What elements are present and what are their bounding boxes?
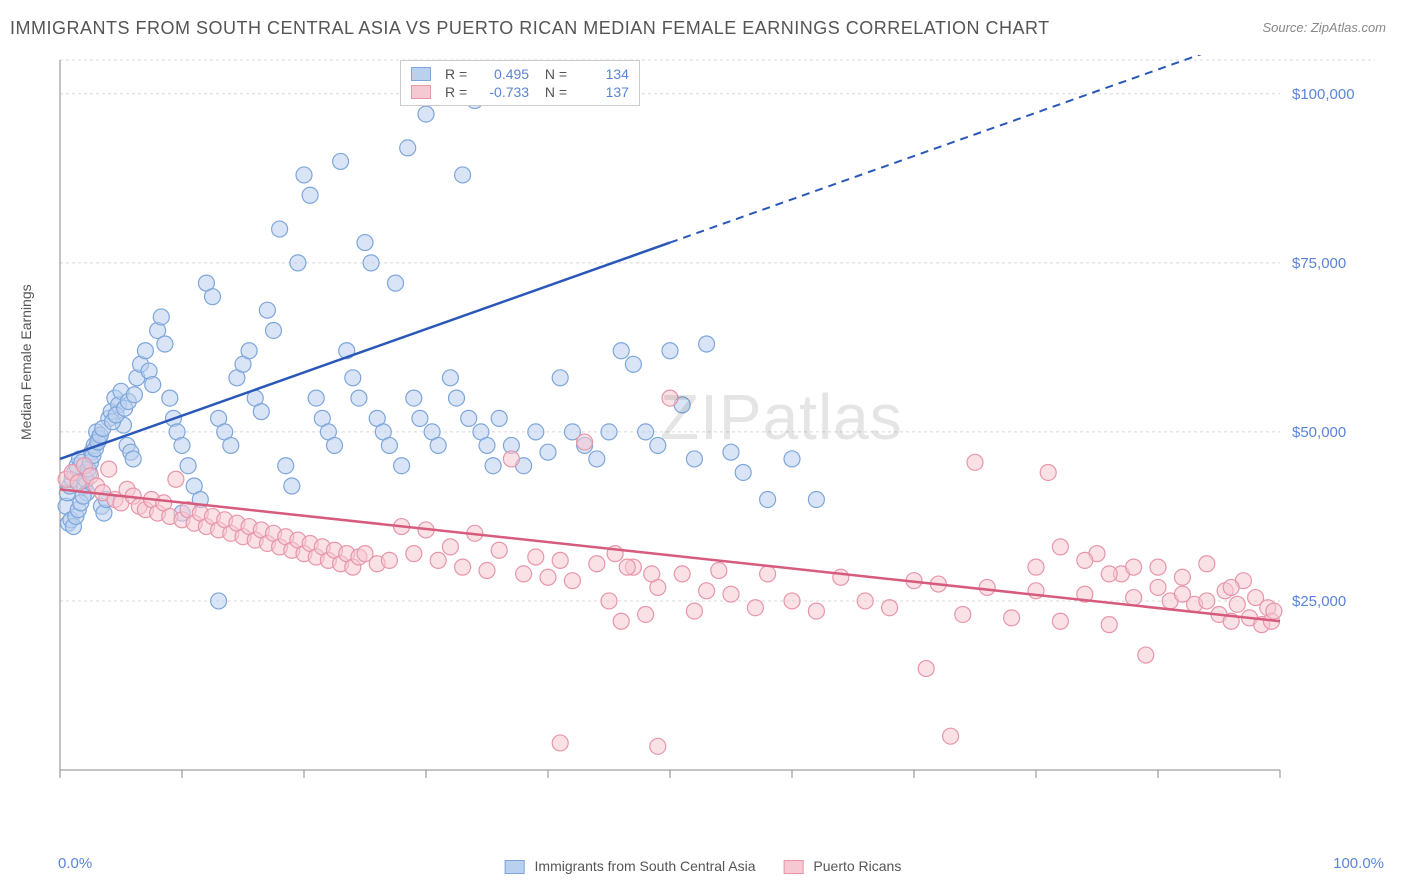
n-label: N = bbox=[537, 66, 571, 82]
swatch-blue bbox=[411, 67, 431, 81]
legend-item-pink: Puerto Ricans bbox=[784, 858, 902, 874]
x-tick-min: 0.0% bbox=[58, 855, 92, 872]
svg-text:$25,000: $25,000 bbox=[1292, 593, 1346, 610]
x-tick-max: 100.0% bbox=[1333, 855, 1384, 872]
r-label: R = bbox=[445, 66, 471, 82]
chart-container: IMMIGRANTS FROM SOUTH CENTRAL ASIA VS PU… bbox=[0, 0, 1406, 892]
n-value-blue: 134 bbox=[579, 66, 629, 82]
n-label: N = bbox=[537, 84, 571, 100]
r-label: R = bbox=[445, 84, 471, 100]
svg-text:$50,000: $50,000 bbox=[1292, 424, 1346, 441]
n-value-pink: 137 bbox=[579, 84, 629, 100]
legend-label-pink: Puerto Ricans bbox=[813, 858, 901, 874]
r-value-pink: -0.733 bbox=[479, 84, 529, 100]
legend-label-blue: Immigrants from South Central Asia bbox=[535, 858, 756, 874]
svg-text:$75,000: $75,000 bbox=[1292, 255, 1346, 272]
legend-item-blue: Immigrants from South Central Asia bbox=[505, 858, 756, 874]
chart-svg: $25,000 $50,000 $75,000 $100,000 bbox=[55, 55, 1375, 815]
legend-row-pink: R = -0.733 N = 137 bbox=[411, 83, 629, 101]
source-attribution: Source: ZipAtlas.com bbox=[1262, 20, 1386, 35]
y-axis-label: Median Female Earnings bbox=[18, 284, 34, 440]
swatch-blue-icon bbox=[505, 860, 525, 874]
correlation-legend: R = 0.495 N = 134 R = -0.733 N = 137 bbox=[400, 60, 640, 106]
plot-area: $25,000 $50,000 $75,000 $100,000 bbox=[55, 55, 1375, 815]
legend-row-blue: R = 0.495 N = 134 bbox=[411, 65, 629, 83]
series-legend: Immigrants from South Central Asia Puert… bbox=[505, 858, 902, 874]
chart-title: IMMIGRANTS FROM SOUTH CENTRAL ASIA VS PU… bbox=[10, 18, 1050, 39]
swatch-pink-icon bbox=[784, 860, 804, 874]
r-value-blue: 0.495 bbox=[479, 66, 529, 82]
swatch-pink bbox=[411, 85, 431, 99]
svg-text:$100,000: $100,000 bbox=[1292, 86, 1355, 103]
